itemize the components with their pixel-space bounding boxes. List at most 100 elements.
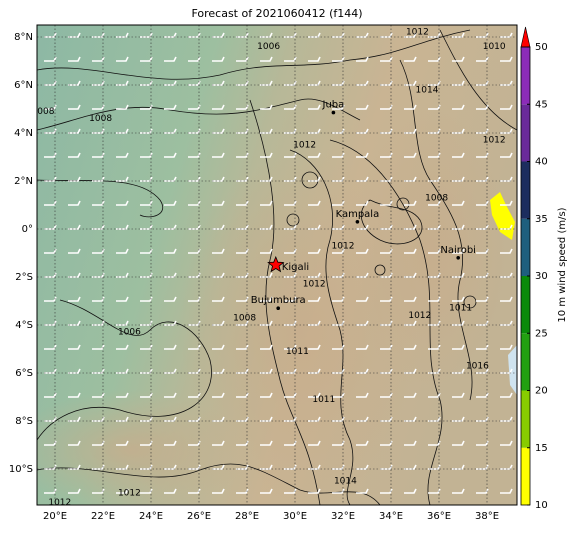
contour-label: 1012	[118, 489, 141, 499]
contour-label: 1012	[293, 141, 316, 151]
wind-barb	[428, 80, 441, 86]
colorbar-tick-label: 15	[535, 443, 548, 454]
wind-barb	[428, 272, 441, 278]
contour-label: 1012	[406, 28, 429, 38]
wind-barb	[44, 128, 57, 134]
wind-barb	[116, 488, 129, 494]
wind-barb	[236, 104, 249, 110]
wind-barb	[236, 488, 249, 494]
wind-barb	[260, 248, 273, 254]
wind-barb	[68, 320, 81, 326]
city-dot	[276, 306, 281, 311]
lat-tick-label: 4°N	[14, 128, 33, 139]
wind-barb	[452, 296, 465, 302]
wind-barb	[164, 392, 177, 398]
wind-barb	[164, 344, 177, 350]
wind-barb	[260, 200, 273, 206]
colorbar-segment	[521, 333, 530, 391]
wind-barb	[140, 488, 153, 494]
wind-barb	[188, 392, 201, 398]
wind-barb	[44, 104, 57, 110]
wind-barb	[332, 56, 345, 62]
wind-barb	[140, 152, 153, 158]
wind-barb	[212, 128, 225, 134]
colorbar-segment	[521, 276, 530, 334]
wind-barb	[68, 416, 81, 422]
wind-barb	[164, 56, 177, 62]
wind-barb	[284, 488, 297, 494]
wind-barb	[476, 104, 489, 110]
wind-barb	[44, 224, 57, 230]
city-star	[267, 255, 285, 273]
wind-barb	[428, 440, 441, 446]
lon-tick-label: 38°E	[475, 511, 499, 522]
wind-barb	[428, 32, 441, 38]
wind-barb	[68, 152, 81, 158]
lon-tick-label: 32°E	[331, 511, 355, 522]
wind-barb	[116, 344, 129, 350]
wind-barb	[332, 200, 345, 206]
wind-barb	[380, 296, 393, 302]
wind-barb	[68, 32, 81, 38]
wind-barb	[236, 440, 249, 446]
wind-barb	[44, 272, 57, 278]
contour-label: 1016	[466, 361, 489, 371]
wind-barb	[212, 296, 225, 302]
wind-barb	[236, 344, 249, 350]
wind-barb	[476, 200, 489, 206]
wind-barb	[404, 464, 417, 470]
wind-barb	[428, 296, 441, 302]
wind-barb	[68, 344, 81, 350]
wind-barb	[212, 56, 225, 62]
colorbar-tick-label: 30	[535, 271, 548, 282]
wind-barb	[356, 296, 369, 302]
wind-barb	[116, 392, 129, 398]
wind-barb	[308, 488, 321, 494]
wind-barb	[332, 104, 345, 110]
wind-barb	[332, 488, 345, 494]
wind-barb	[380, 224, 393, 230]
wind-barb	[260, 104, 273, 110]
wind-barb	[356, 488, 369, 494]
contour-label: 1008	[89, 114, 112, 124]
wind-barb	[404, 488, 417, 494]
lat-tick-label: 6°N	[14, 80, 33, 91]
wind-barb	[212, 32, 225, 38]
wind-barb	[404, 368, 417, 374]
wind-barb	[404, 296, 417, 302]
wind-barb	[428, 488, 441, 494]
title: Forecast of 2021060412 (f144)	[191, 7, 362, 20]
wind-barb	[356, 200, 369, 206]
wind-barb	[116, 200, 129, 206]
wind-barb	[284, 440, 297, 446]
wind-barb	[452, 104, 465, 110]
wind-barb	[380, 80, 393, 86]
wind-barb	[92, 200, 105, 206]
wind-barb	[212, 416, 225, 422]
wind-barb	[92, 128, 105, 134]
wind-barb	[92, 56, 105, 62]
wind-barb	[92, 416, 105, 422]
contour-label: 1011	[449, 304, 472, 314]
wind-barb	[476, 296, 489, 302]
wind-barb	[428, 152, 441, 158]
wind-barb	[428, 344, 441, 350]
wind-barb	[140, 200, 153, 206]
wind-barb	[44, 464, 57, 470]
wind-barb	[500, 296, 513, 302]
wind-barb	[68, 128, 81, 134]
wind-barb	[68, 248, 81, 254]
wind-barb	[260, 128, 273, 134]
wind-barb	[356, 440, 369, 446]
wind-barb	[140, 296, 153, 302]
wind-barb	[68, 296, 81, 302]
wind-barb	[212, 80, 225, 86]
wind-barb	[164, 488, 177, 494]
wind-barb	[140, 248, 153, 254]
wind-barb	[260, 488, 273, 494]
wind-barb	[428, 248, 441, 254]
wind-barb	[404, 200, 417, 206]
city-dot	[331, 110, 336, 115]
wind-barb	[212, 488, 225, 494]
wind-barb	[428, 56, 441, 62]
